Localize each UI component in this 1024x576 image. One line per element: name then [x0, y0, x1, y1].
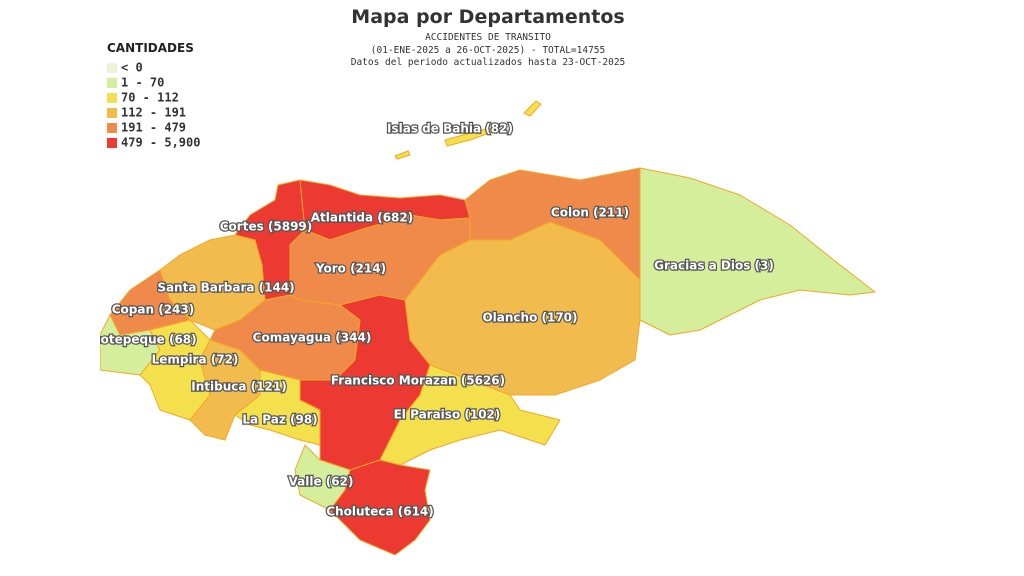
department-label: Lempira (72)	[152, 353, 239, 367]
legend-swatch	[107, 138, 117, 148]
department-label: Santa Barbara (144)	[157, 281, 294, 295]
subtitle: (01-ENE-2025 a 26-OCT-2025) - TOTAL=1475…	[371, 45, 606, 56]
legend-label: 479 - 5,900	[121, 136, 200, 150]
legend-label: < 0	[121, 61, 143, 75]
legend-label: 70 - 112	[121, 91, 179, 105]
department-label: Olancho (170)	[482, 311, 577, 325]
department-label: Francisco Morazan (5626)	[331, 374, 505, 388]
department-label: Choluteca (614)	[326, 505, 434, 519]
department-label: Comayagua (344)	[253, 331, 372, 345]
department-label: Intibuca (121)	[191, 380, 286, 394]
legend-swatch	[107, 93, 117, 103]
department-label: Islas de Bahia (82)	[387, 122, 513, 136]
department-label: Gracias a Dios (3)	[654, 259, 774, 273]
department-label: Cortes (5899)	[220, 220, 313, 234]
department-label: Valle (62)	[289, 475, 354, 489]
department	[234, 369, 321, 446]
department-label: Ocotepeque (68)	[83, 333, 196, 347]
subtitle: Datos del periodo actualizados hasta 23-…	[351, 57, 626, 68]
map: Islas de Bahia (82) Cortes (5899)Atlantid…	[83, 100, 876, 556]
department-label: La Paz (98)	[242, 413, 317, 427]
title: Mapa por Departamentos	[351, 6, 624, 28]
legend-label: 191 - 479	[121, 121, 186, 135]
subtitle: ACCIDENTES DE TRANSITO	[425, 32, 551, 43]
department	[379, 364, 561, 466]
legend-label: 1 - 70	[121, 76, 164, 90]
department-label: Copan (243)	[112, 303, 194, 317]
legend-title: CANTIDADES	[107, 41, 194, 55]
department-label: El Paraiso (102)	[394, 408, 501, 422]
department	[329, 459, 431, 556]
department	[639, 167, 876, 336]
legend-swatch	[107, 78, 117, 88]
legend-swatch	[107, 63, 117, 73]
department-label: Colon (211)	[551, 206, 629, 220]
department	[159, 234, 266, 331]
legend-label: 112 - 191	[121, 106, 186, 120]
legend-swatch	[107, 108, 117, 118]
department	[394, 100, 542, 160]
department-label: Atlantida (682)	[311, 211, 414, 225]
department-label: Yoro (214)	[315, 262, 386, 276]
legend-swatch	[107, 123, 117, 133]
